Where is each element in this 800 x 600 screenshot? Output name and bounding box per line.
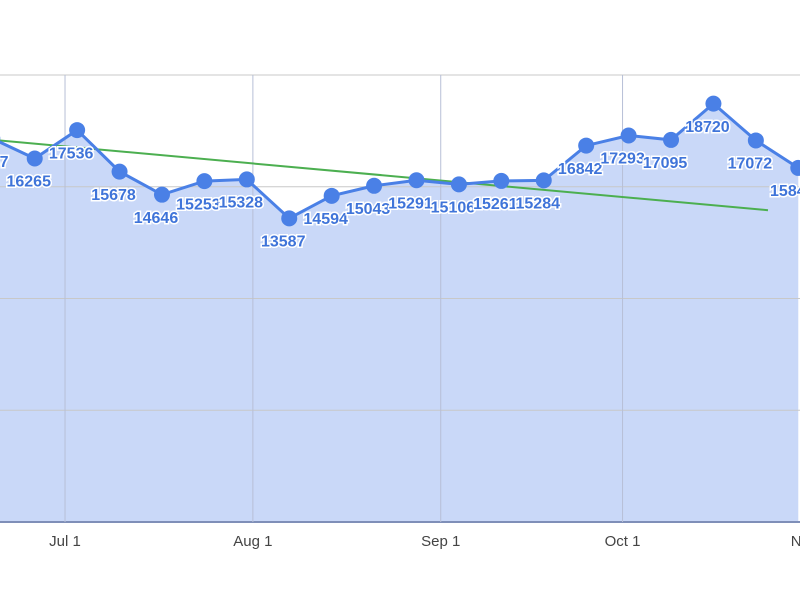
point bbox=[408, 172, 425, 189]
value-label: 15843 bbox=[770, 183, 800, 200]
point bbox=[281, 210, 298, 227]
value-label: 15106 bbox=[431, 200, 476, 217]
point bbox=[790, 159, 800, 176]
value-label: 17095 bbox=[643, 155, 688, 172]
value-label: 16842 bbox=[558, 161, 603, 178]
point bbox=[153, 186, 170, 203]
point bbox=[620, 127, 637, 144]
value-label: 17072 bbox=[728, 156, 773, 173]
value-label: 17157 bbox=[0, 154, 9, 171]
point bbox=[705, 95, 722, 112]
value-label: 15253 bbox=[176, 196, 221, 213]
point bbox=[450, 176, 467, 193]
value-label: 16265 bbox=[6, 174, 51, 191]
point bbox=[26, 150, 43, 167]
point bbox=[535, 172, 552, 189]
value-label: 15284 bbox=[516, 196, 561, 213]
point bbox=[323, 187, 340, 204]
point bbox=[69, 122, 86, 139]
value-label: 15328 bbox=[219, 195, 264, 212]
value-label: 18720 bbox=[685, 119, 730, 136]
point bbox=[196, 173, 213, 190]
trend-line bbox=[0, 139, 769, 212]
point bbox=[238, 171, 255, 188]
value-label: 17536 bbox=[49, 145, 94, 162]
point bbox=[578, 137, 595, 154]
value-label: 13587 bbox=[261, 234, 306, 251]
point bbox=[366, 177, 383, 194]
point bbox=[747, 132, 764, 149]
value-label: 15043 bbox=[346, 201, 391, 218]
point bbox=[663, 131, 680, 148]
x-tick-label: Aug 1 bbox=[233, 533, 272, 550]
value-label: 15291 bbox=[388, 195, 433, 212]
value-label: 14594 bbox=[303, 211, 348, 228]
point bbox=[111, 163, 128, 180]
area bbox=[0, 103, 799, 522]
x-tick-label: Oct 1 bbox=[605, 533, 641, 550]
point bbox=[493, 172, 510, 189]
x-tick-label: Nov 1 bbox=[791, 533, 800, 550]
value-label: 15261 bbox=[473, 196, 518, 213]
x-tick-label: Sep 1 bbox=[421, 533, 460, 550]
x-tick-label: Jul 1 bbox=[49, 533, 81, 550]
value-label: 17293 bbox=[600, 151, 645, 168]
value-label: 15678 bbox=[91, 187, 136, 204]
value-label: 14646 bbox=[134, 210, 179, 227]
